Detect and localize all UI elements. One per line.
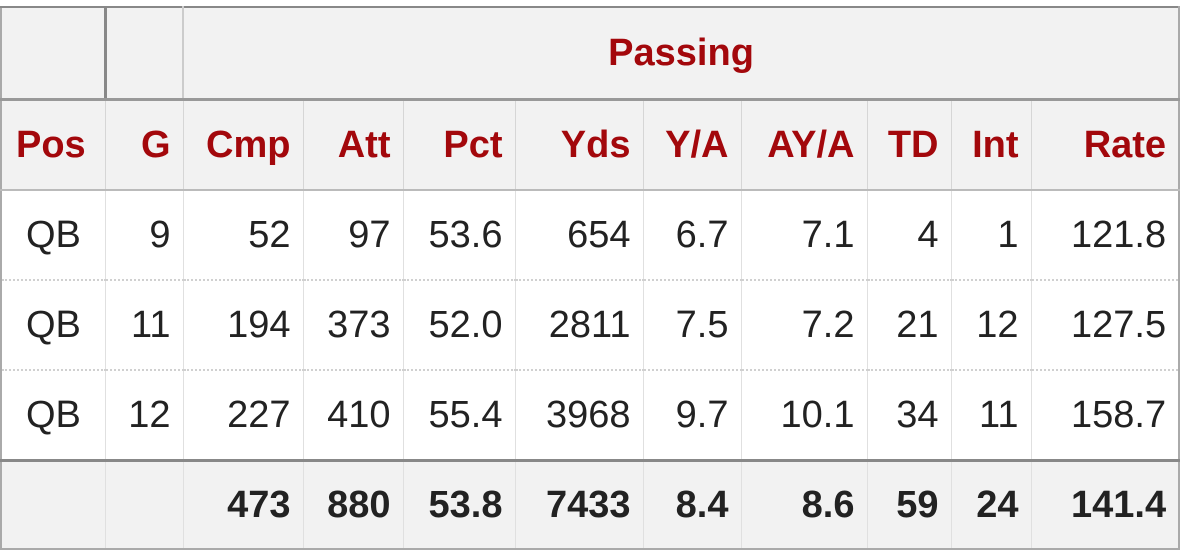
column-header-y-per-a[interactable]: Y/A xyxy=(643,99,742,191)
over-header-row: Passing xyxy=(0,6,1181,101)
cell-cmp: 52 xyxy=(183,190,304,281)
over-header-blank xyxy=(105,6,184,101)
table-row: QB 12 227 410 55.4 3968 9.7 10.1 34 11 1… xyxy=(0,370,1181,462)
cell-ay-per-a: 7.2 xyxy=(741,280,868,371)
passing-stats-container: Passing Pos G Cmp Att Pct Yds Y/A AY/A T… xyxy=(0,6,1181,550)
cell-ay-per-a: 7.1 xyxy=(741,190,868,281)
cell-pct: 52.0 xyxy=(403,280,516,371)
cell-pct: 53.6 xyxy=(403,190,516,281)
column-header-pos[interactable]: Pos xyxy=(0,99,106,191)
total-cmp: 473 xyxy=(183,460,304,550)
cell-yds: 3968 xyxy=(515,370,644,462)
cell-g: 12 xyxy=(105,370,184,462)
column-header-td[interactable]: TD xyxy=(867,99,952,191)
cell-g: 11 xyxy=(105,280,184,371)
column-header-ay-per-a[interactable]: AY/A xyxy=(741,99,868,191)
cell-pos: QB xyxy=(0,280,106,371)
column-header-row[interactable]: Pos G Cmp Att Pct Yds Y/A AY/A TD Int Ra… xyxy=(0,99,1181,191)
over-header-blank xyxy=(0,6,107,101)
column-header-pct[interactable]: Pct xyxy=(403,99,516,191)
total-pos xyxy=(0,460,106,550)
column-header-rate[interactable]: Rate xyxy=(1031,99,1181,191)
cell-att: 410 xyxy=(303,370,404,462)
cell-int: 1 xyxy=(951,190,1032,281)
cell-int: 11 xyxy=(951,370,1032,462)
column-header-att[interactable]: Att xyxy=(303,99,404,191)
passing-group-header: Passing xyxy=(183,6,1181,101)
cell-cmp: 194 xyxy=(183,280,304,371)
cell-ay-per-a: 10.1 xyxy=(741,370,868,462)
total-td: 59 xyxy=(867,460,952,550)
total-att: 880 xyxy=(303,460,404,550)
cell-rate: 121.8 xyxy=(1031,190,1181,281)
passing-stats-table: Passing Pos G Cmp Att Pct Yds Y/A AY/A T… xyxy=(0,6,1181,550)
cell-pct: 55.4 xyxy=(403,370,516,462)
cell-td: 4 xyxy=(867,190,952,281)
cell-pos: QB xyxy=(0,370,106,462)
cell-y-per-a: 7.5 xyxy=(643,280,742,371)
cell-att: 373 xyxy=(303,280,404,371)
cell-att: 97 xyxy=(303,190,404,281)
table-row: QB 9 52 97 53.6 654 6.7 7.1 4 1 121.8 xyxy=(0,190,1181,281)
cell-g: 9 xyxy=(105,190,184,281)
total-g xyxy=(105,460,184,550)
cell-td: 34 xyxy=(867,370,952,462)
cell-cmp: 227 xyxy=(183,370,304,462)
column-header-int[interactable]: Int xyxy=(951,99,1032,191)
cell-rate: 158.7 xyxy=(1031,370,1181,462)
cell-y-per-a: 6.7 xyxy=(643,190,742,281)
total-ay-per-a: 8.6 xyxy=(741,460,868,550)
cell-y-per-a: 9.7 xyxy=(643,370,742,462)
total-y-per-a: 8.4 xyxy=(643,460,742,550)
cell-yds: 654 xyxy=(515,190,644,281)
table-row: QB 11 194 373 52.0 2811 7.5 7.2 21 12 12… xyxy=(0,280,1181,371)
total-int: 24 xyxy=(951,460,1032,550)
cell-yds: 2811 xyxy=(515,280,644,371)
column-header-cmp[interactable]: Cmp xyxy=(183,99,304,191)
cell-rate: 127.5 xyxy=(1031,280,1181,371)
totals-row: 473 880 53.8 7433 8.4 8.6 59 24 141.4 xyxy=(0,460,1181,550)
cell-pos: QB xyxy=(0,190,106,281)
cell-td: 21 xyxy=(867,280,952,371)
column-header-g[interactable]: G xyxy=(105,99,184,191)
total-pct: 53.8 xyxy=(403,460,516,550)
total-rate: 141.4 xyxy=(1031,460,1181,550)
total-yds: 7433 xyxy=(515,460,644,550)
column-header-yds[interactable]: Yds xyxy=(515,99,644,191)
cell-int: 12 xyxy=(951,280,1032,371)
